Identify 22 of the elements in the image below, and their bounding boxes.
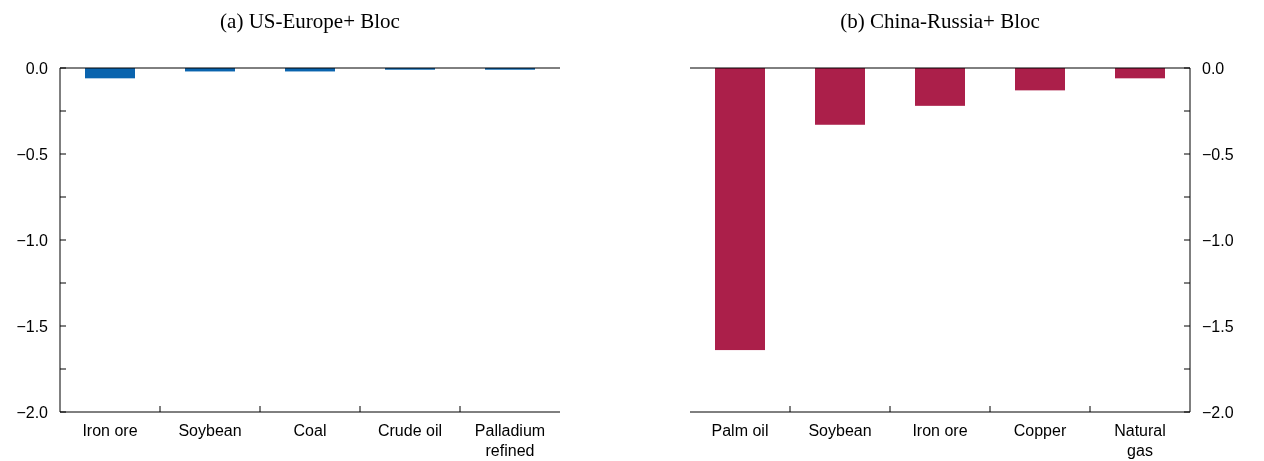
x-tick-label: Soybean: [808, 422, 872, 439]
y-tick-label: −2.0: [16, 403, 49, 421]
y-tick-label: −1.5: [16, 317, 49, 335]
x-tick-label: Iron ore: [82, 422, 138, 439]
y2-tick-label: −1.0: [1202, 231, 1234, 249]
y2-tick-label: −0.5: [1202, 145, 1234, 163]
x-tick-label: Copper: [1013, 422, 1067, 439]
x-tick-label: Palladium refined: [474, 422, 546, 459]
chart-title: (a) US-Europe+ Bloc: [220, 9, 400, 33]
x-tick-label: Crude oil: [377, 422, 443, 439]
y2-tick-label: −2.0: [1202, 403, 1234, 421]
y-tick-label: 0.0: [25, 59, 49, 77]
chart-title: (b) China-Russia+ Bloc: [840, 9, 1040, 33]
x-tick-label: Soybean: [178, 422, 242, 439]
y-tick-label: −0.5: [16, 145, 49, 163]
x-tick-label: Natural gas: [1114, 422, 1166, 459]
x-tick-label: Coal: [293, 422, 327, 439]
x-tick-label: Iron ore: [912, 422, 968, 439]
y2-tick-label: −1.5: [1202, 317, 1234, 335]
x-tick-label: Palm oil: [711, 422, 769, 439]
y2-tick-label: 0.0: [1202, 59, 1225, 77]
y-tick-label: −1.0: [16, 231, 49, 249]
